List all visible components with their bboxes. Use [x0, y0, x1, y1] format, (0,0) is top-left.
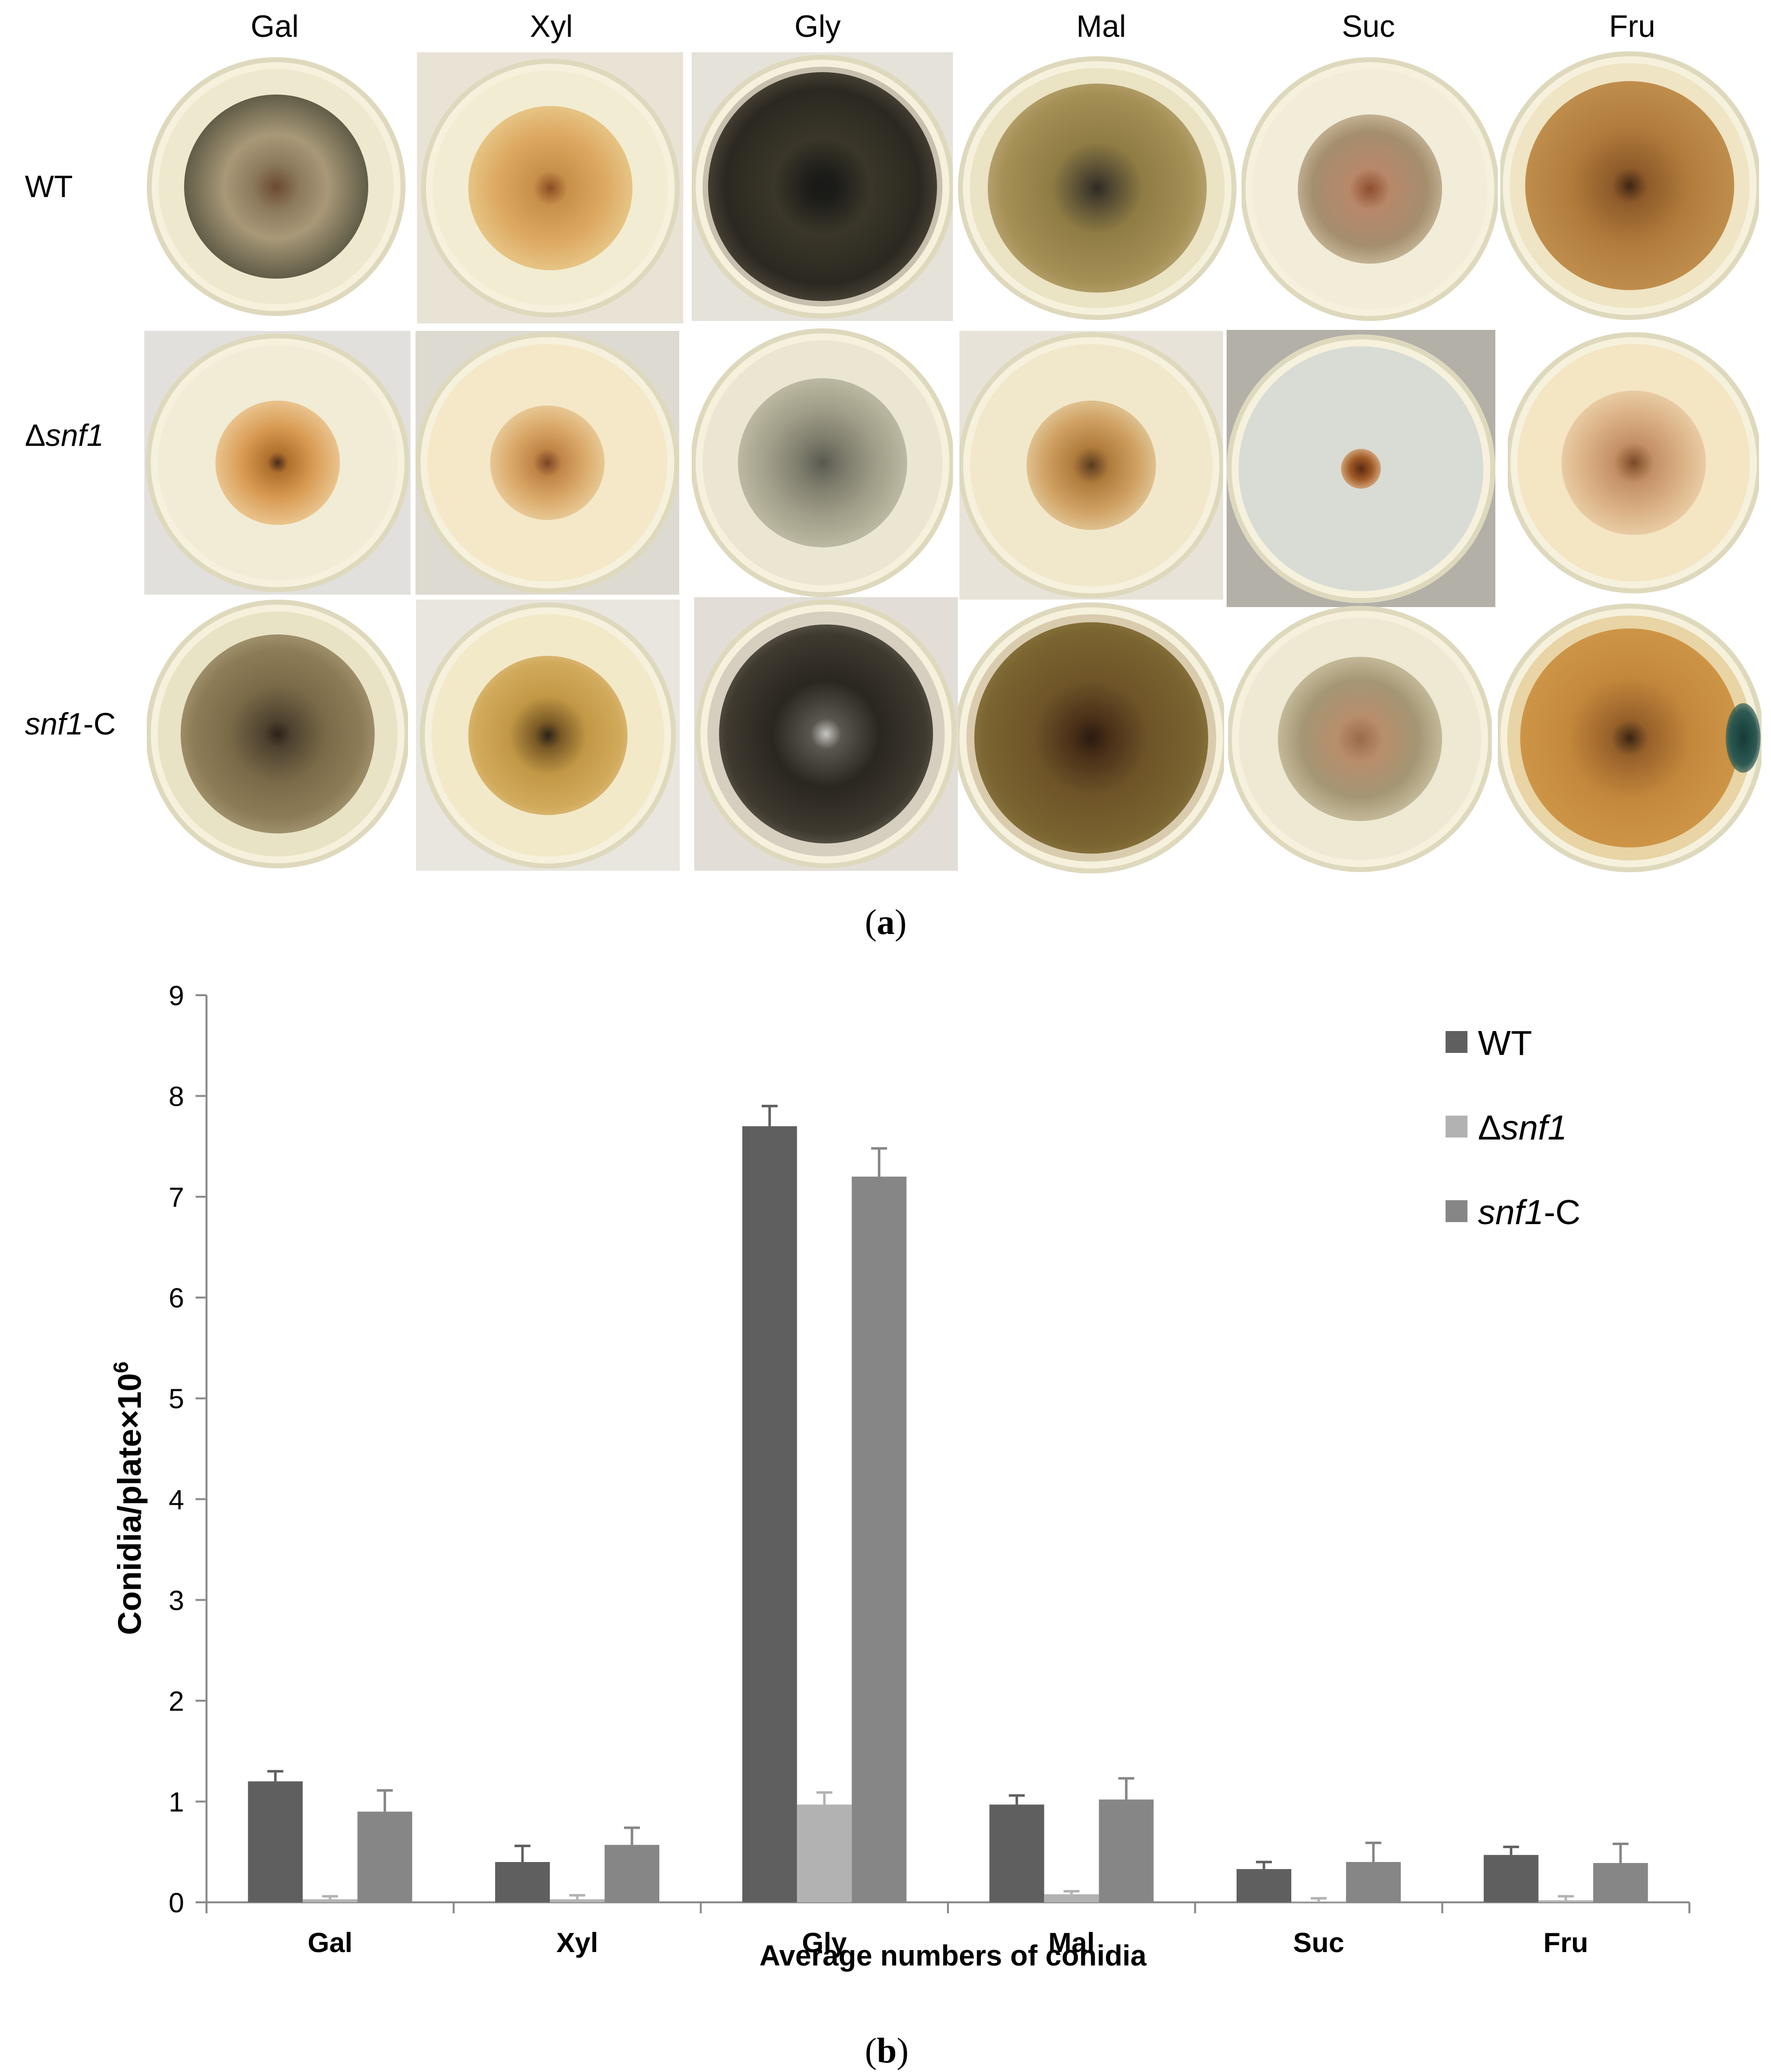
x-tick-label-gal: Gal	[308, 1927, 352, 1958]
plate-wt-gly	[692, 52, 953, 321]
bar-Δsnf1-Gly	[797, 1804, 852, 1902]
bar-WT-Gly	[742, 1126, 797, 1902]
bar-WT-Fru	[1483, 1855, 1539, 1902]
x-tick-label-suc: Suc	[1293, 1927, 1345, 1958]
panel-b-caption: (b)	[865, 2031, 909, 2071]
bar-WT-Mal	[989, 1804, 1044, 1902]
y-tick-label: 2	[169, 1685, 184, 1717]
x-tick-label-mal: Mal	[1048, 1927, 1095, 1958]
plate-snf1-c-xyl	[416, 600, 680, 871]
y-tick-label: 1	[169, 1786, 184, 1817]
bar-snf1-C-Suc	[1346, 1862, 1401, 1902]
legend-swatch-0	[1446, 1031, 1467, 1053]
bar-Δsnf1-Fru	[1538, 1900, 1593, 1902]
plate-snf1-c-gal	[147, 600, 408, 868]
legend-swatch-1	[1446, 1116, 1467, 1138]
bar-WT-Gal	[248, 1781, 303, 1902]
column-label-xyl: Xyl	[529, 9, 573, 44]
plate-snf1-c-gly	[694, 597, 958, 871]
bar-snf1-C-Fru	[1593, 1863, 1648, 1902]
y-tick-label: 8	[169, 1081, 184, 1112]
x-axis-label: Average numbers of conidia	[759, 1940, 1147, 1972]
bar-snf1-C-Gly	[851, 1176, 907, 1902]
plate-delta-snf1-suc	[1227, 330, 1495, 607]
y-tick-label: 4	[169, 1484, 184, 1515]
plate-delta-snf1-xyl	[416, 331, 679, 595]
bar-Δsnf1-Gal	[303, 1899, 358, 1902]
row-label-wt: WT	[25, 170, 73, 204]
y-tick-label: 9	[169, 980, 184, 1011]
column-label-fru: Fru	[1609, 9, 1656, 44]
y-tick-label: 7	[169, 1181, 184, 1213]
plate-snf1-c-suc	[1228, 605, 1492, 873]
row-label-delta-snf1: Δsnf1	[25, 418, 104, 453]
y-axis-label: Conidia/plate×106	[109, 1361, 148, 1635]
plate-wt-fru	[1500, 50, 1759, 321]
column-label-mal: Mal	[1076, 9, 1126, 44]
plate-delta-snf1-gly	[692, 328, 953, 597]
bar-Δsnf1-Xyl	[550, 1899, 605, 1902]
column-label-suc: Suc	[1342, 9, 1395, 44]
bar-Δsnf1-Suc	[1291, 1901, 1346, 1902]
plate-wt-gal	[147, 52, 406, 321]
y-tick-label: 0	[169, 1887, 184, 1918]
legend-label-0: WT	[1478, 1024, 1532, 1062]
bar-WT-Xyl	[495, 1862, 550, 1902]
y-tick-label: 5	[169, 1383, 184, 1414]
x-tick-label-fru: Fru	[1544, 1927, 1588, 1958]
bar-WT-Suc	[1237, 1869, 1291, 1902]
y-tick-label: 6	[169, 1282, 184, 1314]
plate-wt-suc	[1242, 55, 1498, 323]
plate-delta-snf1-mal	[959, 331, 1223, 600]
plate-delta-snf1-gal	[144, 331, 411, 595]
bar-snf1-C-Gal	[357, 1811, 413, 1902]
row-label-snf1-c: snf1-C	[25, 707, 116, 741]
plate-wt-xyl	[417, 52, 683, 323]
bar-snf1-C-Xyl	[605, 1845, 659, 1902]
bar-snf1-C-Mal	[1099, 1799, 1154, 1902]
x-tick-label-xyl: Xyl	[556, 1927, 598, 1958]
plate-snf1-c-mal	[958, 602, 1224, 873]
plate-delta-snf1-fru	[1508, 331, 1759, 595]
column-label-gly: Gly	[794, 9, 841, 44]
legend-swatch-2	[1446, 1200, 1467, 1222]
x-tick-label-gly: Gly	[802, 1927, 847, 1958]
legend-label-2: snf1-C	[1478, 1193, 1580, 1232]
plate-snf1-c-fru	[1498, 602, 1762, 873]
panel-a-caption: (a)	[865, 902, 907, 942]
legend-label-1: Δsnf1	[1478, 1108, 1567, 1147]
column-label-gal: Gal	[250, 9, 299, 44]
chart-legend: WT Δsnf1 snf1-C	[1446, 1024, 1580, 1232]
conidia-bar-chart: 0 1 2 3 4 5 6 7 8 9 Gal Xyl Gly Mal Suc Fru WT Δsnf1 snf1…	[109, 980, 1690, 1972]
y-tick-label: 3	[169, 1584, 184, 1616]
bar-Δsnf1-Mal	[1044, 1894, 1099, 1902]
plate-wt-mal	[958, 52, 1237, 323]
